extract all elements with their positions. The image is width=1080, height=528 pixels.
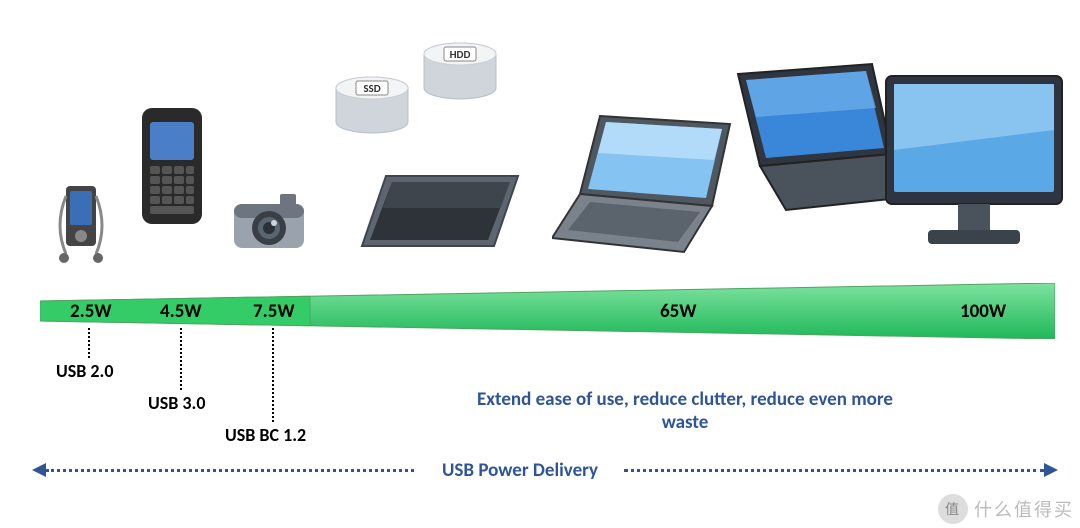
timeline-label: USB Power Delivery <box>420 459 620 482</box>
usb20-label: USB 2.0 <box>56 360 113 382</box>
watermark-text: 什么值得买 <box>974 496 1074 522</box>
smartphone-icon <box>138 108 206 224</box>
usbbc12-marker-line <box>272 328 274 422</box>
tagline-text: Extend ease of use, reduce clutter, redu… <box>455 388 915 434</box>
watermark-badge: 值 <box>938 494 968 524</box>
usb30-marker-line <box>180 328 182 390</box>
hdd-drive-icon: HDD <box>418 40 502 104</box>
power-label-65w: 65W <box>660 300 696 323</box>
power-label-4-5w: 4.5W <box>160 300 202 323</box>
power-label-2-5w: 2.5W <box>70 300 112 323</box>
laptop-front-icon <box>552 110 742 260</box>
usb30-label: USB 3.0 <box>148 392 205 414</box>
timeline-line-left <box>46 469 414 472</box>
mp3-player-icon <box>58 186 104 268</box>
monitor-icon <box>880 70 1068 258</box>
watermark: 值 什么值得买 <box>938 494 1074 524</box>
tablet-icon <box>356 168 524 258</box>
power-label-7-5w: 7.5W <box>253 300 295 323</box>
timeline-arrow-right <box>1044 463 1058 477</box>
usbbc12-label: USB BC 1.2 <box>225 424 306 446</box>
timeline-arrow-left <box>32 463 46 477</box>
svg-text:HDD: HDD <box>450 48 471 61</box>
timeline-line-right <box>624 469 1044 472</box>
usb20-marker-line <box>88 328 90 358</box>
power-label-100w: 100W <box>960 300 1006 323</box>
camera-icon <box>230 192 308 254</box>
svg-text:SSD: SSD <box>363 82 380 95</box>
ssd-drive-icon: SSD <box>330 74 414 138</box>
